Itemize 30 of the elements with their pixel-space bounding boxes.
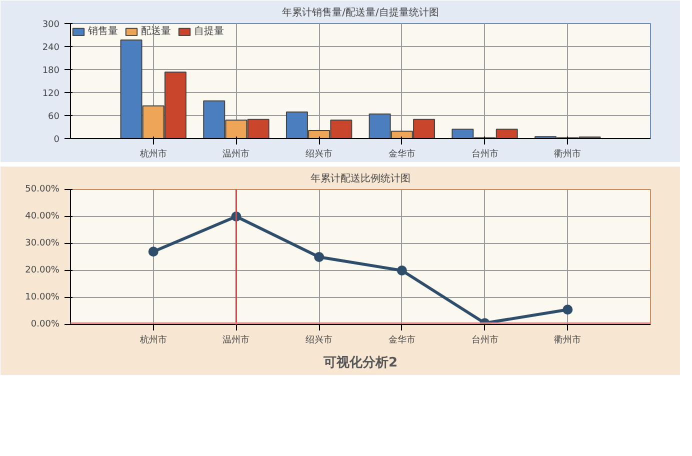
- x-tick-label: 杭州市: [138, 148, 167, 160]
- x-tick-label: 金华市: [388, 148, 416, 160]
- legend-label: 自提量: [194, 25, 224, 38]
- chart-title: 年累计销售量/配送量/自提量统计图: [282, 6, 439, 18]
- x-tick-label: 杭州市: [138, 334, 167, 346]
- y-tick-label: 180: [42, 66, 60, 76]
- x-tick-label: 台州市: [471, 334, 498, 346]
- y-tick-label: 0.00%: [30, 320, 60, 330]
- x-tick-label: 绍兴市: [306, 334, 333, 346]
- legend-label: 配送量: [141, 25, 171, 38]
- y-tick-label: 240: [42, 43, 60, 53]
- y-tick-label: 10.00%: [25, 292, 60, 302]
- x-tick-label: 衢州市: [554, 148, 582, 160]
- y-tick-label: 60: [48, 112, 60, 122]
- text: 可视化分析2: [322, 354, 398, 370]
- y-tick-label: 50.00%: [25, 184, 60, 194]
- x-tick-label: 温州市: [222, 334, 250, 346]
- x-tick-label: 绍兴市: [306, 148, 333, 160]
- x-tick-label: 衢州市: [554, 334, 582, 346]
- y-tick-label: 120: [42, 89, 60, 99]
- legend-label: 销售量: [88, 25, 118, 38]
- x-tick-label: 金华市: [388, 334, 416, 346]
- x-tick-label: 温州市: [222, 148, 250, 160]
- x-tick-label: 台州市: [471, 148, 498, 160]
- y-tick-label: 40.00%: [25, 212, 60, 222]
- y-tick-label: 300: [42, 20, 60, 30]
- chart-title: 年累计配送比例统计图: [310, 172, 410, 184]
- y-tick-label: 30.00%: [25, 238, 60, 248]
- y-tick-label: 0: [54, 135, 60, 145]
- y-tick-label: 20.00%: [25, 266, 60, 276]
